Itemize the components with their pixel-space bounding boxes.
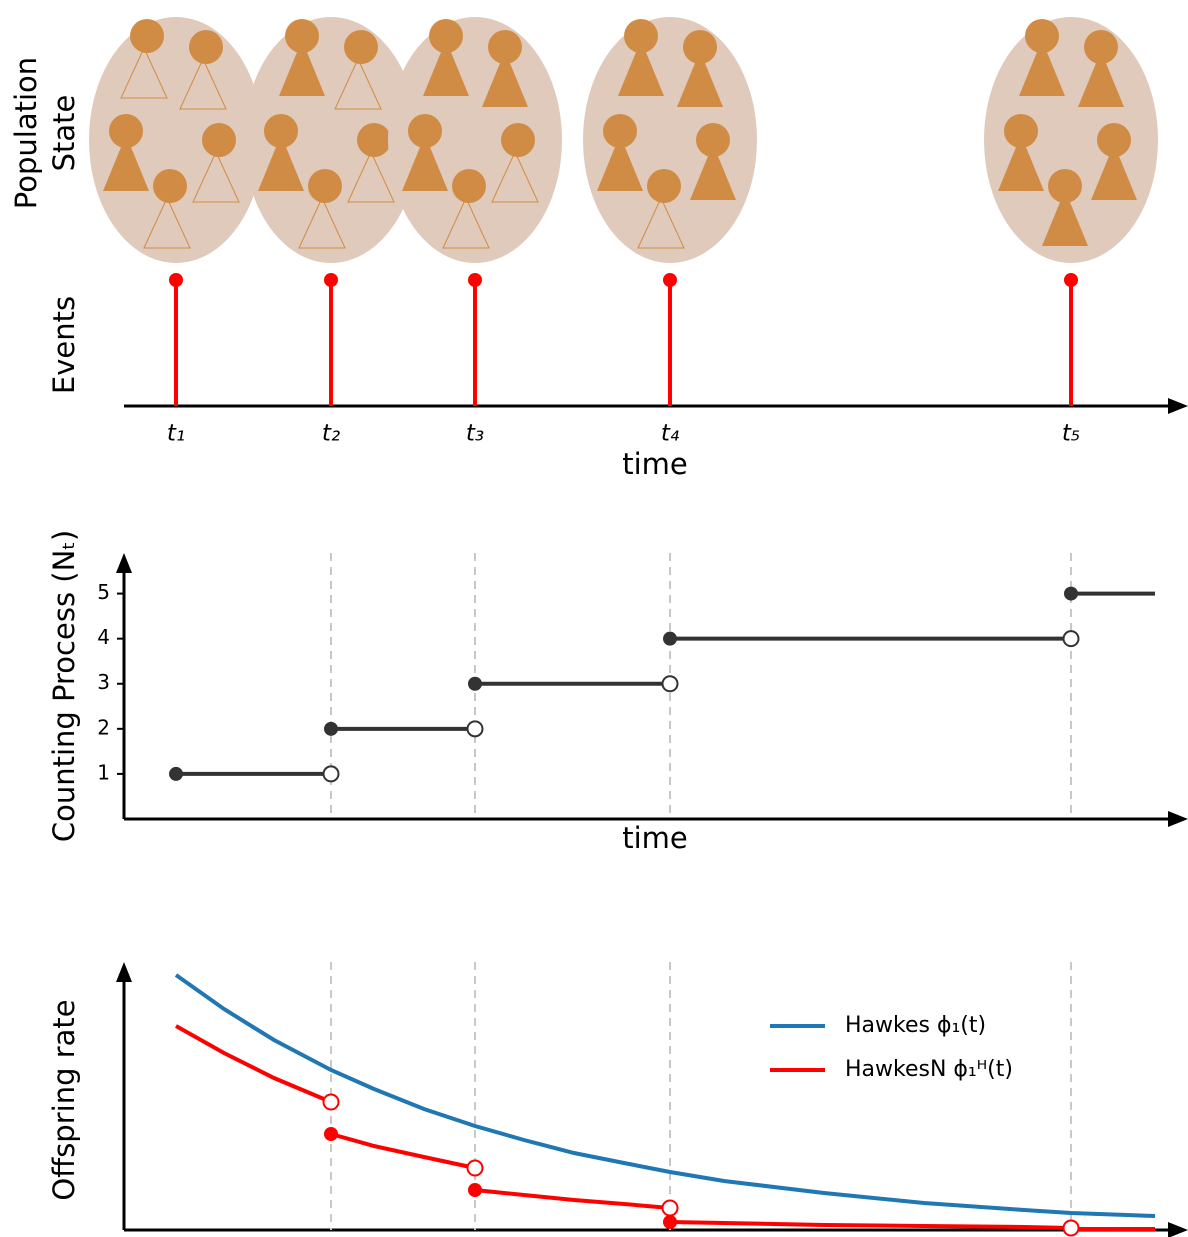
step-start (663, 632, 677, 646)
step-start (468, 677, 482, 691)
figure-head (264, 114, 298, 148)
figure-head (153, 169, 187, 203)
x-axis-label: time (622, 447, 688, 481)
step-start (324, 722, 338, 736)
step-start (169, 767, 183, 781)
figure-head (1004, 114, 1038, 148)
figure-head (285, 19, 319, 53)
figure-head (624, 19, 658, 53)
step-end (663, 676, 678, 691)
y-axis-label: Events (47, 296, 81, 394)
y-axis-label: Population (9, 57, 43, 209)
figure-head (1084, 30, 1118, 64)
figure-head (1097, 123, 1131, 157)
y-tick-label: 1 (97, 760, 110, 784)
legend-label: HawkesN ϕ₁ᴴ(t) (845, 1057, 1013, 1082)
figure-head (408, 114, 442, 148)
jump-start (324, 1127, 338, 1141)
event-label: t₃ (466, 421, 484, 447)
jump-end (324, 1095, 339, 1110)
jump-end (1064, 1221, 1079, 1236)
y-tick-label: 5 (97, 580, 110, 604)
x-axis-arrow (1168, 398, 1188, 414)
y-axis-label: Counting Process (Nₜ) (47, 530, 81, 842)
figure-head (344, 30, 378, 64)
event-label: t₄ (661, 421, 679, 447)
figure-head (452, 169, 486, 203)
legend-label: Hawkes ϕ₁(t) (845, 1013, 986, 1038)
figure-head (647, 169, 681, 203)
figure-head (683, 30, 717, 64)
y-axis-arrow (116, 553, 132, 573)
event-dot (468, 273, 482, 287)
y-axis-arrow (116, 962, 132, 982)
figure-head (130, 19, 164, 53)
figure-head (603, 114, 637, 148)
event-dot (1064, 273, 1078, 287)
y-tick-label: 2 (97, 715, 110, 739)
series-line (176, 975, 1155, 1216)
step-end (1064, 631, 1079, 646)
figure-head (1025, 19, 1059, 53)
x-axis-arrow (1168, 1222, 1188, 1237)
figure-head (696, 123, 730, 157)
jump-start (663, 1215, 677, 1229)
y-axis-label: Offspring rate (47, 999, 81, 1200)
figure-head (109, 114, 143, 148)
y-tick-label: 4 (97, 625, 110, 649)
figure-head (357, 123, 391, 157)
event-dot (663, 273, 677, 287)
figure-head (488, 30, 522, 64)
figure-head (189, 30, 223, 64)
step-start (1064, 587, 1078, 601)
event-label: t₅ (1062, 421, 1080, 447)
jump-end (468, 1161, 483, 1176)
y-tick-label: 3 (97, 670, 110, 694)
jump-start (468, 1183, 482, 1197)
figure-head (429, 19, 463, 53)
step-end (324, 766, 339, 781)
event-label: t₁ (167, 421, 185, 447)
figure-head (1048, 169, 1082, 203)
event-dot (324, 273, 338, 287)
event-dot (169, 273, 183, 287)
figure-head (308, 169, 342, 203)
x-axis-arrow (1168, 811, 1188, 827)
y-axis-label: State (47, 95, 81, 172)
figure-head (202, 123, 236, 157)
figure-head (501, 123, 535, 157)
step-end (468, 721, 483, 736)
figure: t₁ t₂ t₃ t₄ t₅ time PopulationState Events 1 2 3 4 5… (0, 0, 1188, 1237)
event-label: t₂ (322, 421, 340, 447)
x-axis-label: time (622, 821, 688, 855)
jump-end (663, 1201, 678, 1216)
